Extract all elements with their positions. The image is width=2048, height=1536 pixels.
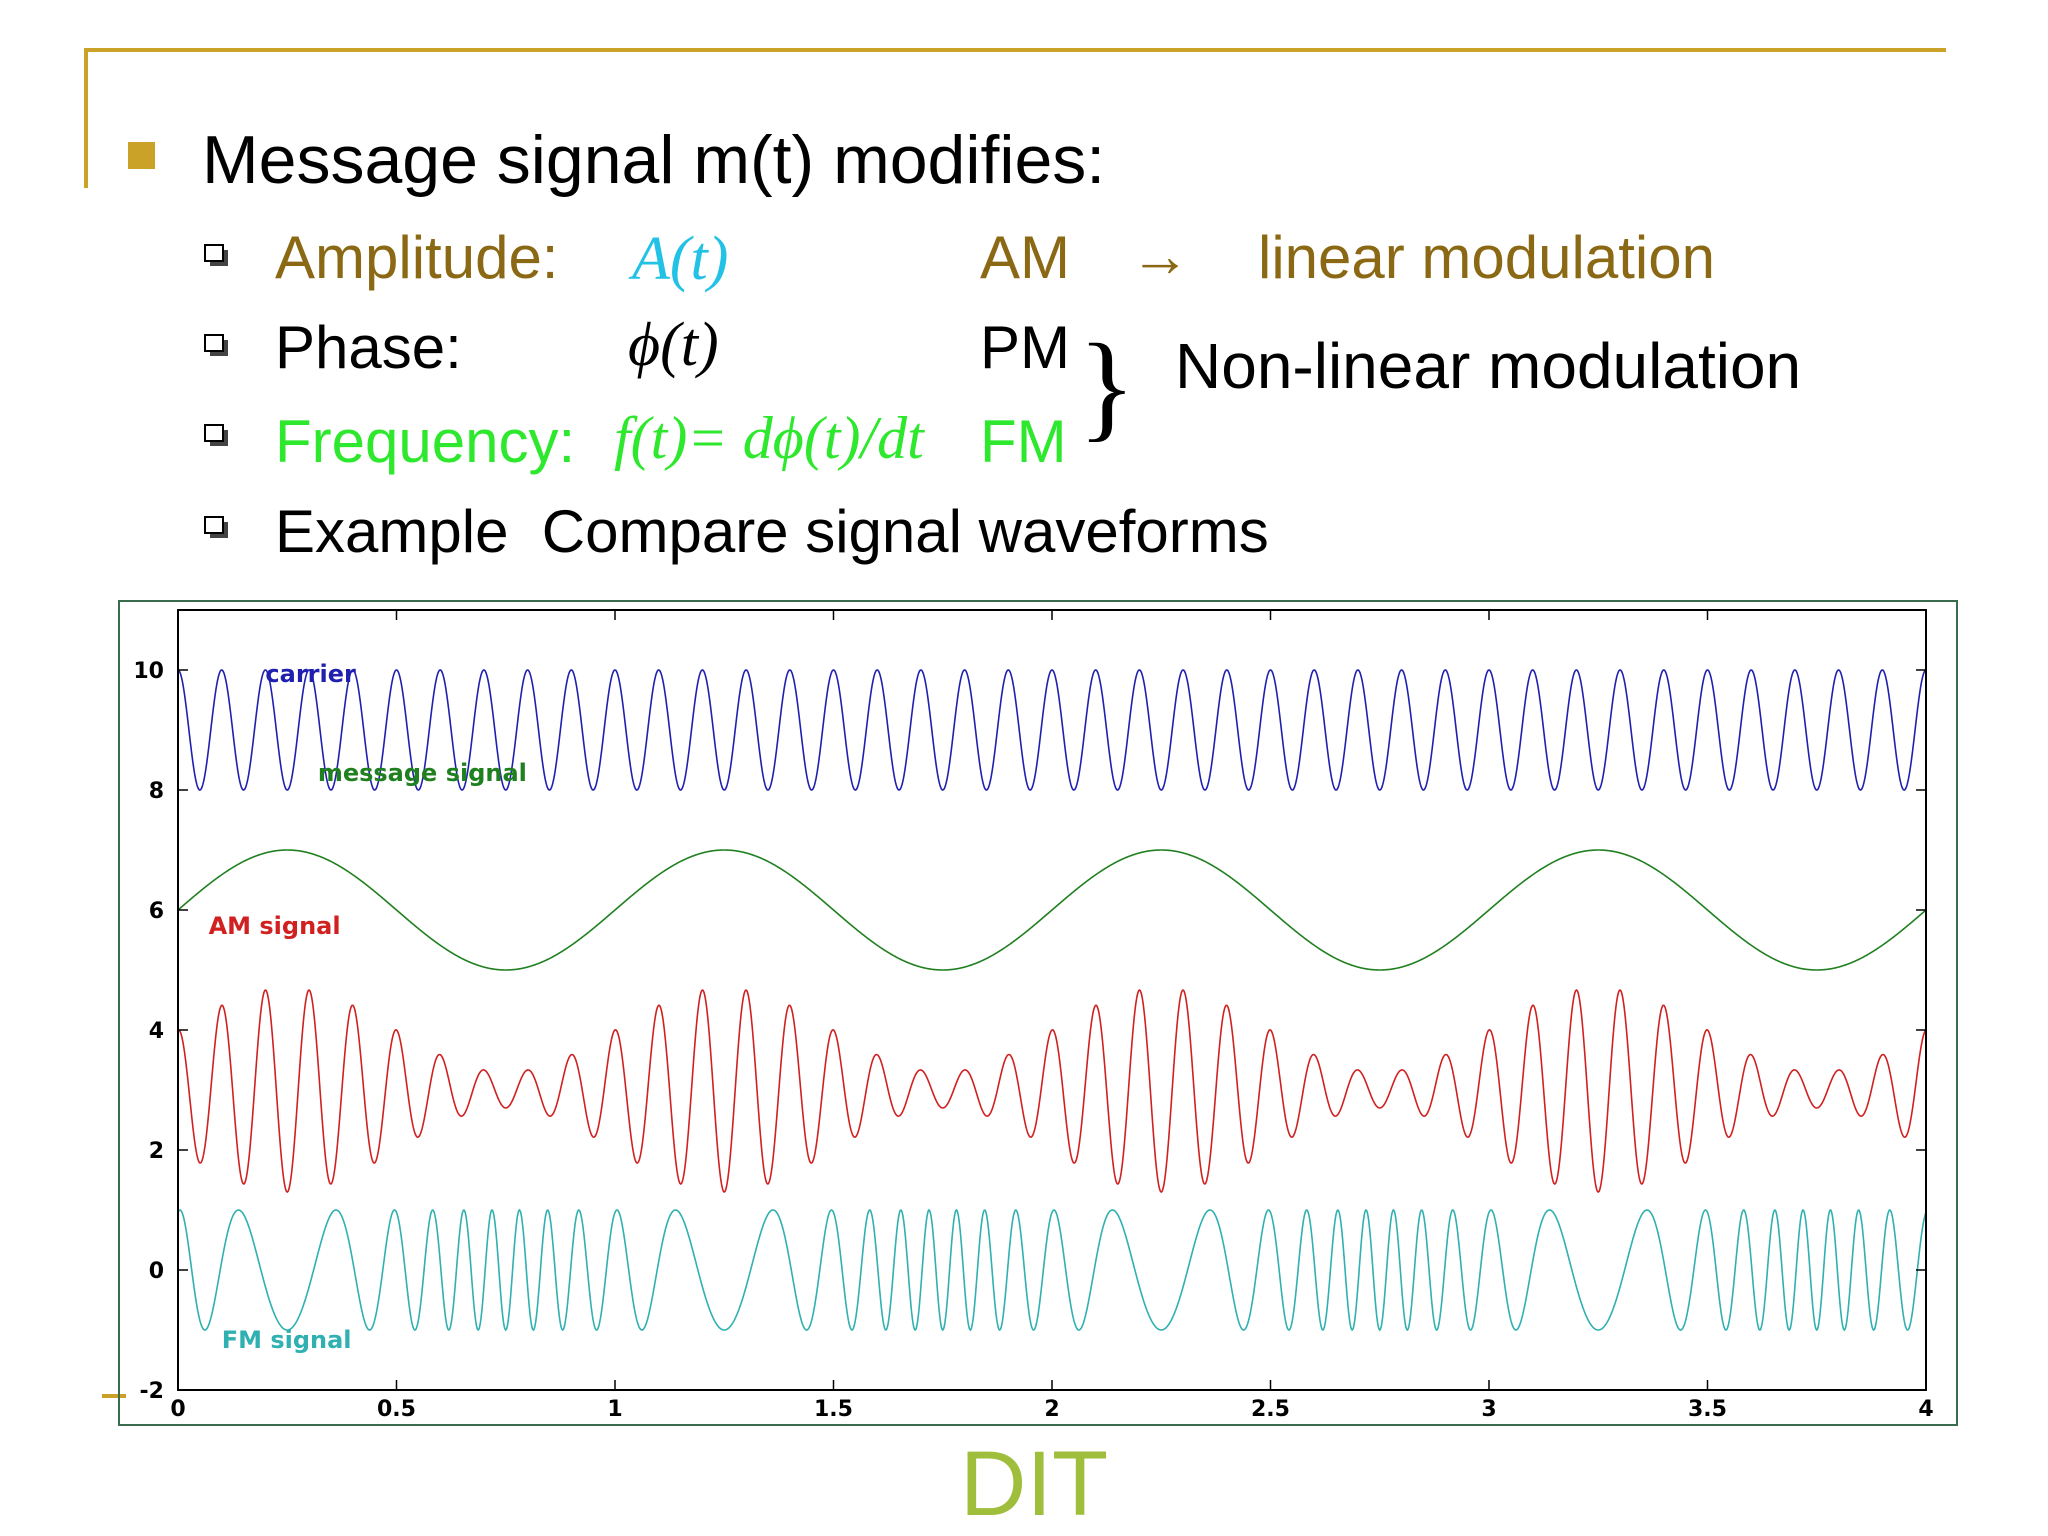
fm-series-label: FM signal <box>222 1326 352 1354</box>
am-series <box>177 989 1927 1194</box>
checkbox-bullet-icon <box>204 424 228 446</box>
y-tick-label: 10 <box>133 659 164 684</box>
slide-left-tick <box>102 1394 126 1398</box>
x-tick-label: 0 <box>170 1397 185 1422</box>
am-series-label: AM signal <box>209 912 341 940</box>
x-tick-label: 2 <box>1044 1397 1059 1422</box>
checkbox-bullet-icon <box>204 334 228 356</box>
nonlinear-modulation-label: Non-linear modulation <box>1175 330 1802 402</box>
bullet-frequency: Frequency: f(t)= dϕ(t)/dt FM <box>0 400 2048 480</box>
bullet-amplitude: Amplitude: A(t) AM → linear modulation <box>0 220 2048 300</box>
arrow-icon: → <box>1130 222 1190 289</box>
amplitude-label: Amplitude: <box>275 224 559 291</box>
x-tick-label: 3 <box>1481 1397 1496 1422</box>
heading-bullet-icon <box>128 142 155 169</box>
footer-logo-text: DIT <box>960 1433 1109 1535</box>
x-tick-label: 1 <box>607 1397 622 1422</box>
phase-math: ϕ(t) <box>628 311 719 379</box>
slide-heading: Message signal m(t) modifies: <box>202 122 1106 198</box>
checkbox-bullet-icon <box>204 244 228 266</box>
frequency-label: Frequency: <box>275 408 576 475</box>
y-tick-label: 6 <box>149 899 164 924</box>
message-series <box>177 849 1927 971</box>
y-tick-label: 4 <box>149 1019 164 1044</box>
slide-top-border <box>84 48 1946 52</box>
checkbox-bullet-icon <box>204 516 228 538</box>
frequency-math: f(t)= dϕ(t)/dt <box>614 405 924 471</box>
plot-frame <box>177 609 1927 1391</box>
chart-frame <box>118 600 1958 1426</box>
fm-label: FM <box>980 408 1067 475</box>
message-series-label: message signal <box>318 759 527 787</box>
amplitude-math: A(t) <box>632 225 729 293</box>
x-tick-label: 2.5 <box>1251 1397 1290 1422</box>
y-tick-label: 0 <box>149 1259 164 1284</box>
pm-label: PM <box>980 314 1070 381</box>
bullet-phase: Phase: ϕ(t) PM <box>0 310 2048 390</box>
bullet-example: Example Compare signal waveforms <box>0 492 2048 572</box>
y-tick-label: 2 <box>149 1139 164 1164</box>
example-label: Example Compare signal waveforms <box>275 498 1269 565</box>
y-tick-label: -2 <box>140 1379 164 1404</box>
x-tick-label: 1.5 <box>814 1397 853 1422</box>
slide-left-border <box>84 48 88 188</box>
x-tick-label: 4 <box>1918 1397 1933 1422</box>
brace-icon: } <box>1078 319 1136 452</box>
y-tick-label: 8 <box>149 779 164 804</box>
x-tick-label: 0.5 <box>377 1397 416 1422</box>
x-tick-label: 3.5 <box>1688 1397 1727 1422</box>
carrier-series-label: carrier <box>265 660 356 688</box>
fm-series <box>177 1208 1927 1332</box>
linear-modulation-label: linear modulation <box>1258 224 1715 291</box>
am-label: AM <box>980 224 1070 291</box>
plot-background <box>178 610 1926 1390</box>
phase-label: Phase: <box>275 314 462 381</box>
carrier-series <box>177 669 1927 791</box>
